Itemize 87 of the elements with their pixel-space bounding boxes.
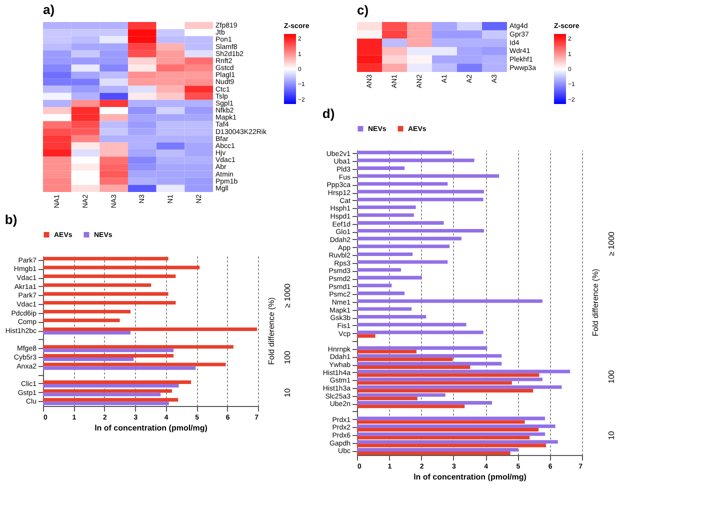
- bar: [43, 392, 161, 396]
- chart-title: c): [357, 2, 369, 18]
- bar: [43, 292, 168, 296]
- bar: [357, 436, 530, 440]
- bar: [357, 330, 484, 334]
- bar: [357, 206, 416, 210]
- bar: [357, 451, 510, 456]
- bar: [357, 378, 542, 382]
- bar: [357, 365, 470, 369]
- bar: [357, 334, 376, 338]
- bar: [43, 398, 178, 402]
- bar: [357, 174, 500, 178]
- text: ≥ 1000: [607, 231, 616, 256]
- bar: [357, 385, 562, 389]
- bar: [357, 252, 413, 256]
- bar: [43, 266, 200, 270]
- bar: [357, 158, 474, 162]
- bar: [43, 331, 131, 335]
- bar: [43, 362, 226, 366]
- chart-title: d): [322, 106, 335, 121]
- bar: [357, 401, 492, 405]
- bar: [357, 276, 422, 280]
- bar: [357, 190, 484, 194]
- bar: [43, 380, 192, 384]
- bar: [43, 348, 174, 352]
- bar: [357, 292, 405, 296]
- text: 10: [607, 430, 616, 440]
- bar: [357, 440, 558, 444]
- bar: [43, 389, 172, 393]
- bar: [357, 416, 546, 420]
- bar: [357, 299, 542, 303]
- bar: [43, 384, 179, 388]
- text: ≥ 1000: [283, 282, 292, 308]
- chart-title: a): [43, 2, 55, 18]
- bar: [357, 228, 484, 233]
- text: 100: [283, 350, 292, 364]
- bar: [357, 221, 444, 225]
- bar: [357, 354, 502, 358]
- bar: [43, 274, 176, 278]
- bar: [357, 198, 484, 202]
- bar: [357, 388, 534, 392]
- bar: [357, 260, 448, 264]
- text: 100: [607, 370, 616, 384]
- bar: [357, 358, 453, 362]
- bar: [357, 404, 465, 408]
- bar: [357, 448, 518, 452]
- bar: [357, 182, 448, 186]
- bar: [357, 420, 525, 424]
- bar: [43, 310, 131, 314]
- bar: [43, 301, 176, 305]
- bar: [357, 166, 405, 170]
- bar: [357, 322, 466, 326]
- bar: [357, 307, 412, 311]
- bar: [43, 366, 196, 370]
- bar: [357, 236, 462, 240]
- bar: [357, 381, 512, 385]
- bar: [357, 370, 570, 374]
- bar: [43, 256, 168, 260]
- bar: [357, 244, 450, 248]
- bar: [43, 345, 234, 349]
- bar: [357, 268, 402, 272]
- bar: [357, 393, 446, 397]
- bar: [43, 402, 169, 406]
- bar: [43, 354, 174, 358]
- text: Fold difference (%): [267, 296, 276, 365]
- bar: [357, 350, 416, 354]
- text: 10: [283, 388, 292, 398]
- bar: [43, 327, 258, 331]
- chart-title: b): [4, 212, 18, 227]
- text: Fold difference (%): [591, 268, 600, 336]
- bar: [357, 213, 414, 217]
- bar: [43, 357, 134, 361]
- bar: [43, 318, 120, 322]
- bar: [357, 346, 488, 350]
- x-axis-title: ln of concentration (pmol/mg): [94, 424, 208, 432]
- bar: [357, 432, 546, 436]
- bar: [357, 150, 452, 154]
- bar: [357, 424, 556, 428]
- bar: [357, 284, 392, 288]
- bar: [357, 315, 426, 319]
- bar: [43, 283, 152, 287]
- bar: [357, 396, 418, 400]
- bar: [357, 373, 540, 377]
- x-axis-title: ln of concentration (pmol/mg): [414, 472, 527, 482]
- bar: [357, 428, 539, 432]
- bar: [357, 362, 502, 366]
- bar: [357, 444, 546, 448]
